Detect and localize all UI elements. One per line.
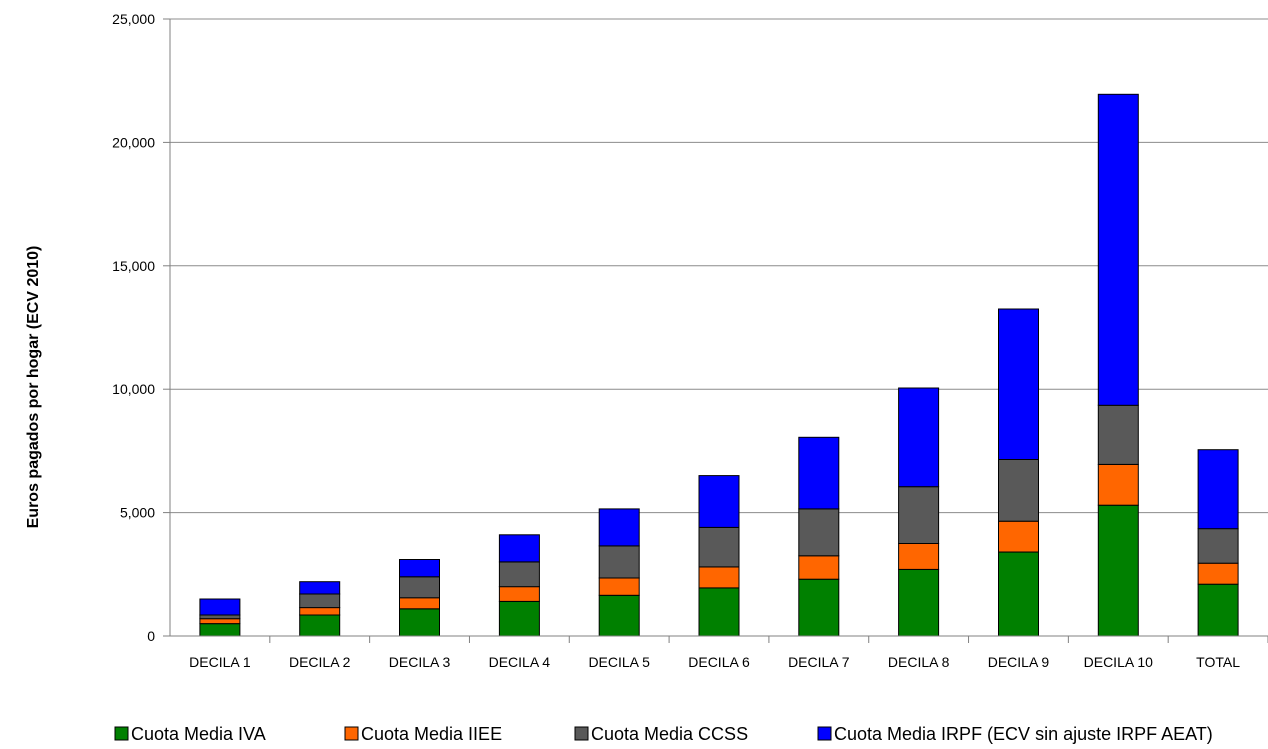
bar-stack-1[interactable]: [299, 581, 341, 637]
bar-segment-0-1[interactable]: [199, 618, 241, 625]
bar-segment-10-0[interactable]: [1197, 583, 1239, 637]
legend-item-1[interactable]: Cuota Media IIEE: [344, 724, 502, 744]
bar-segment-6-1[interactable]: [798, 555, 840, 580]
legend-swatch-3: [817, 726, 832, 741]
bar-segment-9-3[interactable]: [1097, 93, 1139, 406]
bar-segment-5-0[interactable]: [698, 587, 740, 637]
bar-segment-4-0[interactable]: [598, 594, 640, 637]
bar-segment-2-3[interactable]: [399, 559, 440, 578]
bar-segment-7-3[interactable]: [898, 387, 940, 488]
bar-segment-4-1[interactable]: [598, 577, 640, 596]
legend-label-2: Cuota Media CCSS: [591, 724, 748, 744]
bar-segment-2-0[interactable]: [399, 608, 440, 637]
bar-segment-8-2[interactable]: [998, 459, 1039, 522]
bar-segment-1-0[interactable]: [299, 614, 341, 637]
x-tick-label: DECILA 7: [788, 654, 850, 670]
bar-segment-4-2[interactable]: [598, 545, 640, 579]
x-tick-label: DECILA 2: [289, 654, 351, 670]
y-tick-label: 15,000: [112, 258, 155, 274]
bar-stack-6[interactable]: [798, 436, 840, 637]
bar-stack-0[interactable]: [199, 598, 241, 637]
bar-stack-4[interactable]: [598, 508, 640, 637]
x-tick-label: DECILA 3: [389, 654, 451, 670]
x-tick-label: DECILA 1: [189, 654, 251, 670]
bar-segment-10-1[interactable]: [1197, 562, 1239, 585]
bar-segment-9-2[interactable]: [1097, 404, 1139, 465]
legend-item-0[interactable]: Cuota Media IVA: [114, 724, 266, 744]
legend-swatch-1: [344, 726, 359, 741]
bar-segment-2-2[interactable]: [399, 576, 440, 599]
bar-segment-8-0[interactable]: [998, 551, 1039, 637]
bar-stack-8[interactable]: [998, 308, 1039, 637]
bar-segment-10-3[interactable]: [1197, 449, 1239, 530]
bar-segment-10-2[interactable]: [1197, 528, 1239, 564]
bar-segment-5-3[interactable]: [698, 475, 740, 528]
legend-label-3: Cuota Media IRPF (ECV sin ajuste IRPF AE…: [834, 724, 1213, 744]
bar-segment-1-1[interactable]: [299, 607, 341, 616]
x-tick-label: DECILA 4: [489, 654, 551, 670]
bar-segment-6-0[interactable]: [798, 578, 840, 637]
bar-segment-5-1[interactable]: [698, 566, 740, 589]
bar-segment-7-1[interactable]: [898, 543, 940, 570]
bar-stack-5[interactable]: [698, 475, 740, 637]
y-tick-label: 0: [147, 628, 155, 644]
bar-segment-3-2[interactable]: [498, 561, 540, 588]
x-tick-label: DECILA 6: [688, 654, 750, 670]
bar-segment-6-2[interactable]: [798, 508, 840, 557]
y-axis-title: Euros pagados por hogar (ECV 2010): [25, 246, 42, 529]
y-tick-label: 25,000: [112, 11, 155, 27]
bar-stack-9[interactable]: [1097, 93, 1139, 637]
bar-segment-1-3[interactable]: [299, 581, 341, 595]
y-tick-label: 5,000: [120, 505, 155, 521]
bar-segment-9-0[interactable]: [1097, 504, 1139, 637]
x-tick-label: DECILA 5: [588, 654, 650, 670]
bar-segment-3-0[interactable]: [498, 600, 540, 637]
y-tick-label: 10,000: [112, 381, 155, 397]
bar-segment-3-1[interactable]: [498, 586, 540, 602]
bar-segment-7-2[interactable]: [898, 486, 940, 545]
bar-stack-2[interactable]: [399, 559, 440, 637]
axes: [169, 19, 1268, 637]
bar-segment-0-3[interactable]: [199, 598, 241, 616]
x-tick-label: DECILA 10: [1084, 654, 1153, 670]
bar-segment-6-3[interactable]: [798, 436, 840, 510]
legend-label-0: Cuota Media IVA: [131, 724, 266, 744]
bar-segment-9-1[interactable]: [1097, 464, 1139, 506]
bar-segment-8-1[interactable]: [998, 520, 1039, 553]
legend-label-1: Cuota Media IIEE: [361, 724, 502, 744]
bar-stack-10[interactable]: [1197, 449, 1239, 637]
y-axis-ticks: 0 5,000 10,000 15,000 20,000 25,000: [112, 11, 155, 644]
bar-segment-0-0[interactable]: [199, 623, 241, 637]
bar-segment-8-3[interactable]: [998, 308, 1039, 460]
bar-segment-7-0[interactable]: [898, 568, 940, 637]
bar-stack-7[interactable]: [898, 387, 940, 637]
bar-segment-5-2[interactable]: [698, 526, 740, 568]
bar-segment-1-2[interactable]: [299, 593, 341, 609]
bar-stack-3[interactable]: [498, 534, 540, 637]
legend[interactable]: Cuota Media IVA Cuota Media IIEE Cuota Med…: [114, 724, 1213, 744]
x-tick-label: TOTAL: [1196, 654, 1240, 670]
bar-segment-3-3[interactable]: [498, 534, 540, 563]
bars: [199, 93, 1239, 637]
gridlines: [163, 18, 1268, 637]
legend-swatch-2: [574, 726, 589, 741]
y-tick-label: 20,000: [112, 134, 155, 150]
x-tick-label: DECILA 9: [988, 654, 1050, 670]
x-tick-label: DECILA 8: [888, 654, 950, 670]
bar-segment-0-2[interactable]: [199, 614, 241, 620]
legend-swatch-0: [114, 726, 129, 741]
legend-item-2[interactable]: Cuota Media CCSS: [574, 724, 748, 744]
legend-item-3[interactable]: Cuota Media IRPF (ECV sin ajuste IRPF AE…: [817, 724, 1213, 744]
x-axis-ticks: DECILA 1 DECILA 2 DECILA 3 DECILA 4 DECILA 5…: [189, 636, 1268, 670]
bar-segment-2-1[interactable]: [399, 597, 440, 610]
bar-segment-4-3[interactable]: [598, 508, 640, 547]
